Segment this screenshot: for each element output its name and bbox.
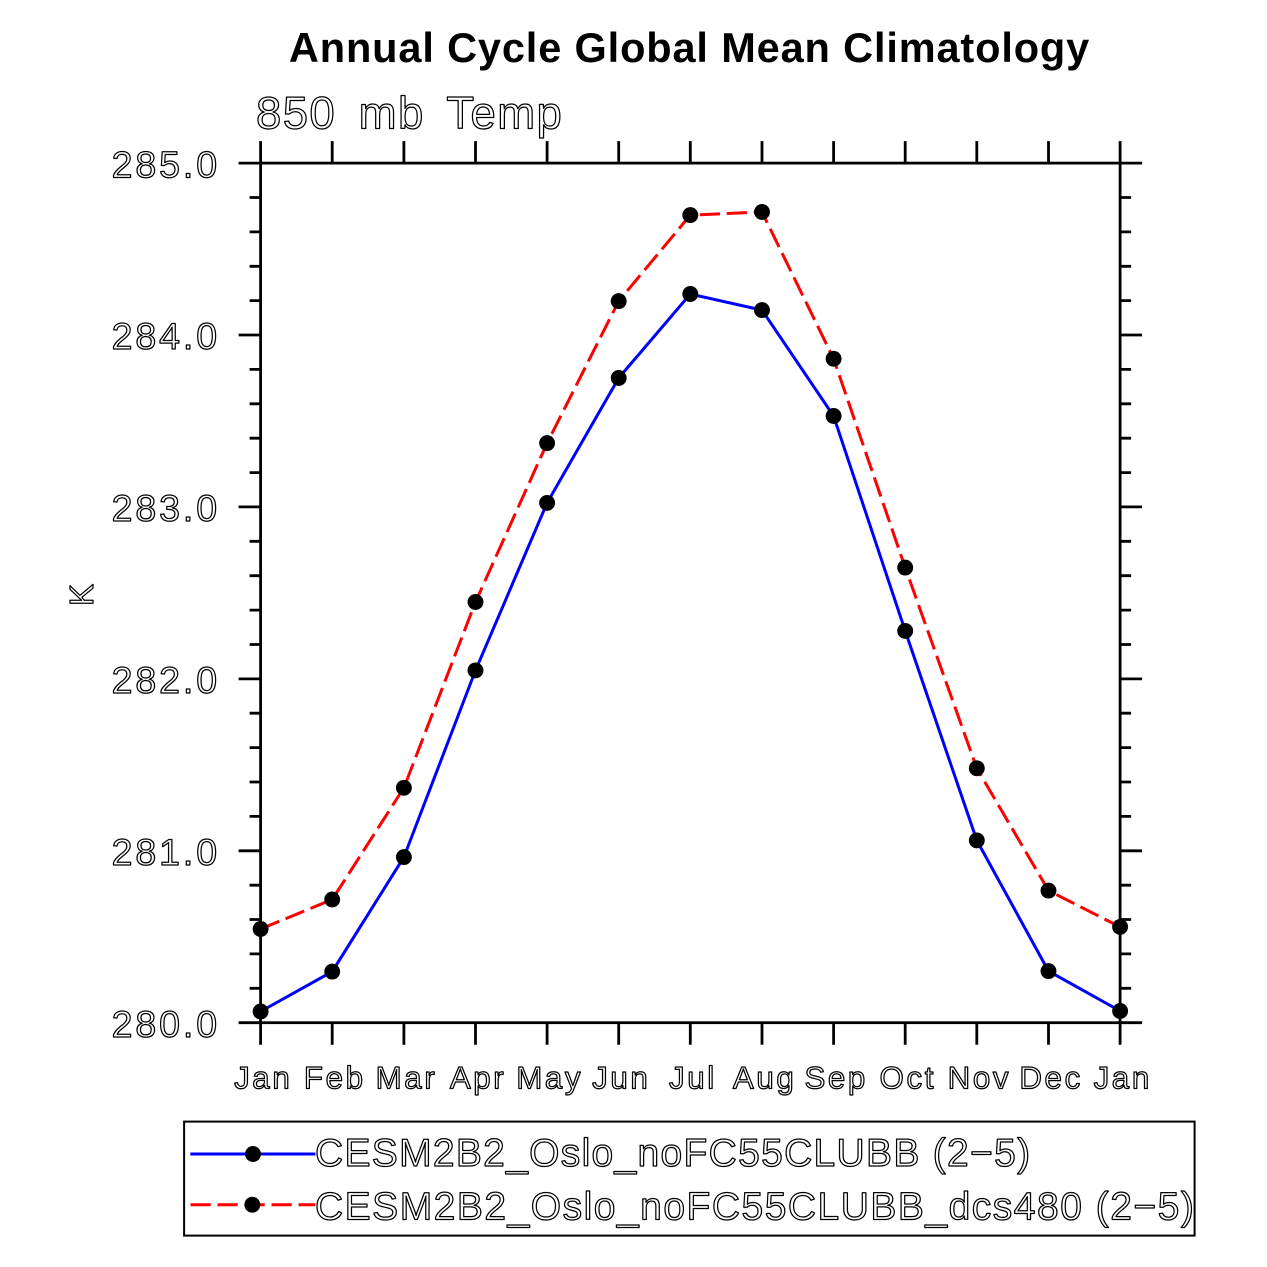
- svg-text:Jan: Jan: [234, 1060, 292, 1095]
- svg-text:281.0: 281.0: [112, 831, 220, 873]
- svg-text:CESM2B2_Oslo_noFC55CLUBB_dcs48: CESM2B2_Oslo_noFC55CLUBB_dcs480 (2−5): [315, 1185, 1195, 1228]
- svg-text:Jun: Jun: [592, 1060, 650, 1095]
- svg-text:May: May: [516, 1060, 583, 1095]
- svg-text:Jan: Jan: [1094, 1060, 1152, 1095]
- svg-text:Nov: Nov: [948, 1060, 1011, 1095]
- svg-text:Dec: Dec: [1019, 1060, 1082, 1095]
- svg-text:Oct: Oct: [880, 1060, 937, 1095]
- svg-text:Annual Cycle Global Mean Clima: Annual Cycle Global Mean Climatology: [289, 24, 1090, 71]
- svg-text:Aug: Aug: [733, 1060, 797, 1095]
- svg-text:Mar: Mar: [376, 1060, 438, 1095]
- svg-text:284.0: 284.0: [112, 315, 220, 357]
- svg-text:850 mb Temp: 850 mb Temp: [256, 87, 563, 138]
- svg-text:CESM2B2_Oslo_noFC55CLUBB (2−5): CESM2B2_Oslo_noFC55CLUBB (2−5): [315, 1132, 1031, 1175]
- svg-text:Jul: Jul: [669, 1060, 717, 1095]
- svg-text:285.0: 285.0: [112, 143, 220, 185]
- svg-text:283.0: 283.0: [112, 487, 220, 529]
- svg-text:K: K: [63, 584, 100, 606]
- svg-text:Sep: Sep: [804, 1060, 868, 1095]
- svg-text:Apr: Apr: [450, 1060, 507, 1095]
- svg-text:282.0: 282.0: [112, 659, 220, 701]
- svg-text:280.0: 280.0: [112, 1003, 220, 1045]
- svg-text:Feb: Feb: [304, 1060, 366, 1095]
